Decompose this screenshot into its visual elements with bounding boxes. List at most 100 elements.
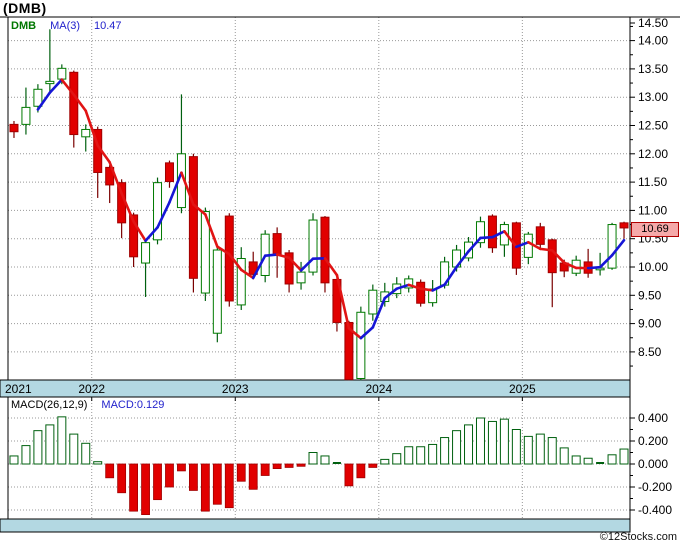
- candle-up: [607, 224, 617, 269]
- legend-ma-value: 10.47: [94, 20, 122, 32]
- macd-bar-positive: [499, 418, 509, 465]
- macd-bar-positive: [535, 433, 545, 465]
- ma-line-segment: [527, 240, 542, 251]
- price-axis-label: 8.50: [638, 345, 662, 359]
- ma-line-segment: [144, 226, 159, 243]
- macd-axis-label: -0.200: [638, 480, 672, 494]
- macd-bar-negative: [105, 463, 115, 479]
- price-axis-label: 12.00: [638, 147, 668, 161]
- macd-bar-positive: [619, 448, 629, 465]
- candle-down: [9, 123, 19, 133]
- ma-line-segment: [323, 257, 339, 277]
- candle-up: [212, 249, 222, 334]
- ma-line-segment: [180, 171, 195, 206]
- ma-line-segment: [431, 283, 446, 292]
- macd-bar-positive: [475, 417, 485, 465]
- macd-bar-negative: [224, 463, 234, 509]
- ma-line-segment: [36, 91, 52, 111]
- ma-line-segment: [120, 192, 135, 223]
- macd-bar-negative: [260, 463, 270, 476]
- candle-down: [272, 233, 282, 256]
- candle-up: [523, 233, 533, 258]
- macd-bar-negative: [189, 463, 198, 491]
- macd-bar-positive: [69, 433, 79, 465]
- price-axis-label: 13.00: [638, 90, 668, 104]
- ma-line-segment: [335, 273, 351, 330]
- ma-line-segment: [395, 283, 411, 290]
- ma-line-segment: [72, 93, 88, 113]
- price-axis-label: 9.00: [638, 317, 662, 331]
- macd-bar-positive: [607, 454, 617, 465]
- ma-line-segment: [251, 254, 267, 280]
- macd-bar-negative: [212, 463, 222, 505]
- macd-bar-negative: [296, 463, 306, 467]
- ma-line-segment: [299, 257, 315, 272]
- macd-bar-positive: [320, 455, 330, 465]
- candle-up: [45, 80, 55, 85]
- legend-symbol: DMB: [11, 20, 37, 32]
- candle-down: [164, 162, 174, 183]
- legend-ma-label: MA(3): [50, 20, 81, 32]
- ma-line-segment: [550, 249, 566, 264]
- macd-value-label: MACD:0.129: [101, 399, 165, 411]
- candle-up: [368, 289, 378, 315]
- candle-up: [236, 258, 246, 306]
- candle-up: [475, 221, 485, 244]
- macd-bar-positive: [308, 452, 318, 465]
- candle-down: [69, 71, 79, 136]
- macd-bar-positive: [404, 446, 414, 465]
- ma-line-segment: [192, 203, 207, 216]
- macd-bar-positive: [428, 443, 438, 465]
- macd-bar-positive: [9, 455, 19, 465]
- price-axis-label: 9.50: [638, 288, 662, 302]
- macd-bar-negative: [129, 463, 138, 512]
- page-title: (DMB): [3, 0, 47, 16]
- ma-line-segment: [562, 261, 578, 270]
- macd-bar-positive: [559, 447, 569, 465]
- ma-line-segment: [216, 245, 231, 256]
- ma-line-segment: [275, 253, 291, 260]
- candle-down: [547, 239, 557, 274]
- macd-bar-positive: [45, 424, 55, 465]
- price-axis-label: 14.50: [638, 16, 668, 30]
- bottom-band: [0, 518, 631, 533]
- macd-params-label: MACD(26,12,9): [11, 399, 88, 411]
- candle-up: [404, 278, 414, 289]
- candle-up: [57, 67, 67, 80]
- macd-axis-label: 0.400: [638, 411, 668, 425]
- candle-down: [619, 222, 629, 229]
- candle-down: [284, 252, 294, 285]
- macd-bar-positive: [93, 461, 103, 465]
- ma-line-segment: [204, 213, 219, 248]
- macd-axis-label: 0.000: [638, 457, 668, 471]
- ma-line-segment: [503, 230, 518, 249]
- price-axis-label: 11.50: [638, 175, 667, 189]
- ma-line-segment: [347, 327, 363, 340]
- candle-up: [141, 242, 151, 264]
- macd-bar-positive: [571, 455, 581, 465]
- macd-bar-negative: [200, 463, 210, 512]
- macd-axis-label: -0.400: [638, 503, 672, 517]
- ma-line-segment: [156, 200, 171, 229]
- ma-line-segment: [359, 326, 375, 340]
- macd-bar-positive: [583, 457, 593, 465]
- candle-up: [296, 271, 306, 284]
- candle-up: [21, 106, 31, 125]
- ma-line-segment: [168, 171, 183, 204]
- ma-line-segment: [227, 252, 243, 272]
- macd-bar-positive: [547, 437, 557, 465]
- macd-bar-positive: [21, 445, 31, 465]
- ma-line-segment: [84, 109, 100, 147]
- ma-line-segment: [287, 256, 303, 272]
- macd-bar-positive: [57, 416, 67, 465]
- macd-bar-positive: [464, 424, 474, 465]
- main-chart-legend: DMB MA(3) 10.47: [11, 20, 122, 32]
- macd-bar: [332, 462, 341, 464]
- price-axis-label: 14.00: [638, 34, 668, 48]
- macd-bar-positive: [452, 430, 462, 465]
- macd-bar-negative: [141, 463, 150, 515]
- macd-bar-negative: [165, 463, 174, 488]
- macd-bar-positive: [511, 429, 521, 465]
- ma-line-segment: [263, 253, 279, 257]
